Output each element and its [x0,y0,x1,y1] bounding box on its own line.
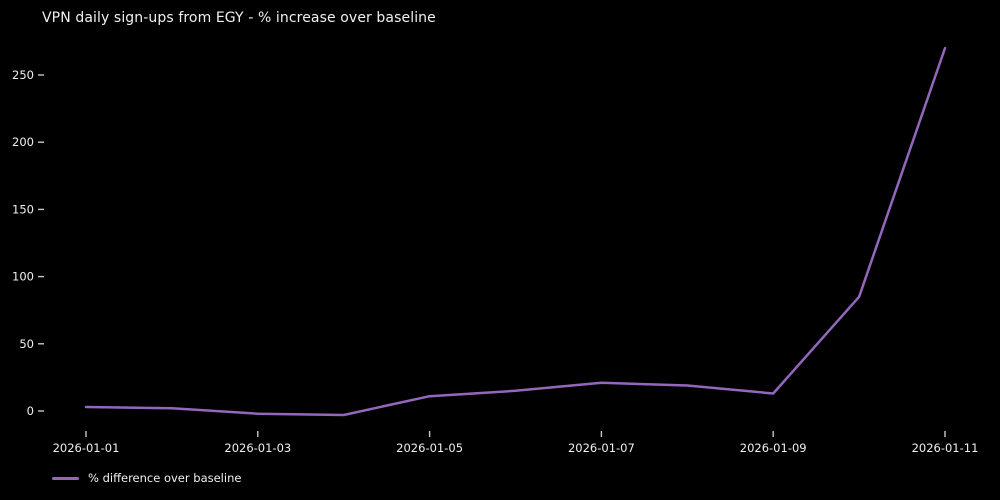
legend-label: % difference over baseline [88,471,242,485]
data-line [84,46,947,417]
legend: % difference over baseline [52,471,241,485]
legend-line-swatch [52,476,79,480]
y-tick-label: 100 [12,270,34,284]
x-tick-label: 2026-01-05 [396,441,463,455]
x-tick-label: 2026-01-11 [912,441,979,455]
y-tick-label: 250 [12,68,34,82]
chart-title: VPN daily sign-ups from EGY - % increase… [42,10,436,26]
x-tick-label: 2026-01-09 [740,441,807,455]
x-tick-label: 2026-01-07 [568,441,635,455]
y-tick-label: 200 [12,135,34,149]
y-tick-label: 150 [12,202,34,216]
y-tick-label: 50 [19,337,34,351]
x-tick-label: 2026-01-01 [53,441,120,455]
x-tick-label: 2026-01-03 [224,441,291,455]
y-tick-label: 0 [27,404,34,418]
